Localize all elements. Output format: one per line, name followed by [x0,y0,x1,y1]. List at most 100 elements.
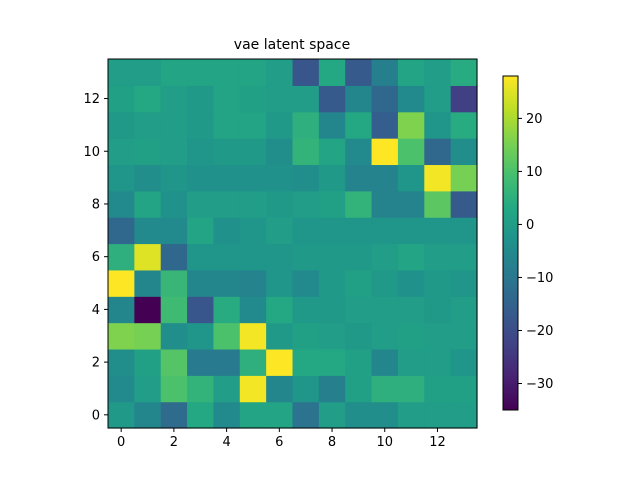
heatmap-cell [239,217,267,245]
heatmap-cell [345,217,373,245]
heatmap-cell [424,243,452,271]
heatmap-cell [160,375,188,403]
heatmap-cell [134,375,162,403]
heatmap-cell [108,296,135,324]
heatmap-cell [345,138,373,166]
heatmap-cell [108,401,135,429]
heatmap-cell [239,401,267,429]
heatmap-cell [450,164,478,192]
heatmap-cell [187,296,215,324]
heatmap-cell [266,111,294,139]
heatmap-cell [397,375,425,403]
heatmap-cell [239,348,267,376]
heatmap-cell [424,138,452,166]
heatmap-cell [213,138,241,166]
colorbar-tick-label: −10 [526,271,553,286]
heatmap-cell [397,217,425,245]
heatmap-cell [424,190,452,218]
heatmap-cell [292,59,320,86]
heatmap-cell [134,111,162,139]
heatmap-cell [213,85,241,113]
heatmap-cell [239,164,267,192]
heatmap-cell [213,348,241,376]
heatmap-cell [187,85,215,113]
heatmap-cell [371,296,399,324]
x-tick-label: 0 [117,435,125,450]
heatmap-cell [318,217,346,245]
heatmap-cell [371,190,399,218]
heatmap-cell [108,164,135,192]
heatmap-cell [318,322,346,350]
y-tick-label: 0 [92,408,100,423]
heatmap-cell [318,111,346,139]
colorbar-tick-label: −30 [526,377,553,392]
heatmap-cell [345,85,373,113]
heatmap-cell [424,111,452,139]
heatmap-cell [292,85,320,113]
heatmap-cell [266,59,294,86]
heatmap-cell [160,348,188,376]
heatmap-cell [292,322,320,350]
heatmap-cell [345,348,373,376]
heatmap-cell [239,111,267,139]
heatmap-cell [450,111,478,139]
heatmap-cell [187,348,215,376]
heatmap-cell [345,269,373,297]
heatmap-cell [266,401,294,429]
heatmap-cell [187,269,215,297]
y-tick-label: 12 [83,92,100,107]
x-tick-label: 10 [376,435,393,450]
heatmap-cell [450,59,478,86]
heatmap-cell [266,322,294,350]
heatmap-cell [424,375,452,403]
y-tick-label: 6 [92,250,100,265]
heatmap-cell [266,243,294,271]
heatmap-cell [134,243,162,271]
heatmap-cell [134,85,162,113]
heatmap-cell [371,138,399,166]
heatmap-cell [345,322,373,350]
heatmap-cell [108,322,135,350]
heatmap-cell [450,138,478,166]
heatmap-cell [134,269,162,297]
colorbar-tick-label: 20 [526,112,543,127]
heatmap-cell [213,401,241,429]
heatmap-cell [397,348,425,376]
heatmap-cell [371,375,399,403]
heatmap-cell [371,85,399,113]
heatmap-cell [318,296,346,324]
heatmap-cell [371,348,399,376]
heatmap-cell [134,164,162,192]
heatmap-cell [108,217,135,245]
heatmap-cell [160,322,188,350]
heatmap-cell [397,111,425,139]
heatmap-cell [108,85,135,113]
heatmap-cell [345,401,373,429]
heatmap-cell [450,401,478,429]
heatmap-cell [318,138,346,166]
heatmap-cell [266,164,294,192]
y-tick-label: 10 [83,145,100,160]
heatmap-cell [292,401,320,429]
heatmap-cell [187,138,215,166]
heatmap-cell [266,348,294,376]
heatmap-cell [318,85,346,113]
heatmap-cell [450,217,478,245]
heatmap-cell [318,190,346,218]
heatmap-cell [213,375,241,403]
heatmap-cell [187,375,215,403]
heatmap-cell [160,85,188,113]
heatmap-cell [187,164,215,192]
heatmap-cell [424,217,452,245]
heatmap-cell [134,138,162,166]
heatmap-cell [213,322,241,350]
heatmap-cell [213,111,241,139]
heatmap-cell [345,111,373,139]
heatmap-cell [160,190,188,218]
heatmap-cell [187,243,215,271]
heatmap-cell [108,59,135,86]
heatmap-cell [424,164,452,192]
heatmap-cell [239,269,267,297]
heatmap-cell [424,322,452,350]
heatmap-cell [345,164,373,192]
